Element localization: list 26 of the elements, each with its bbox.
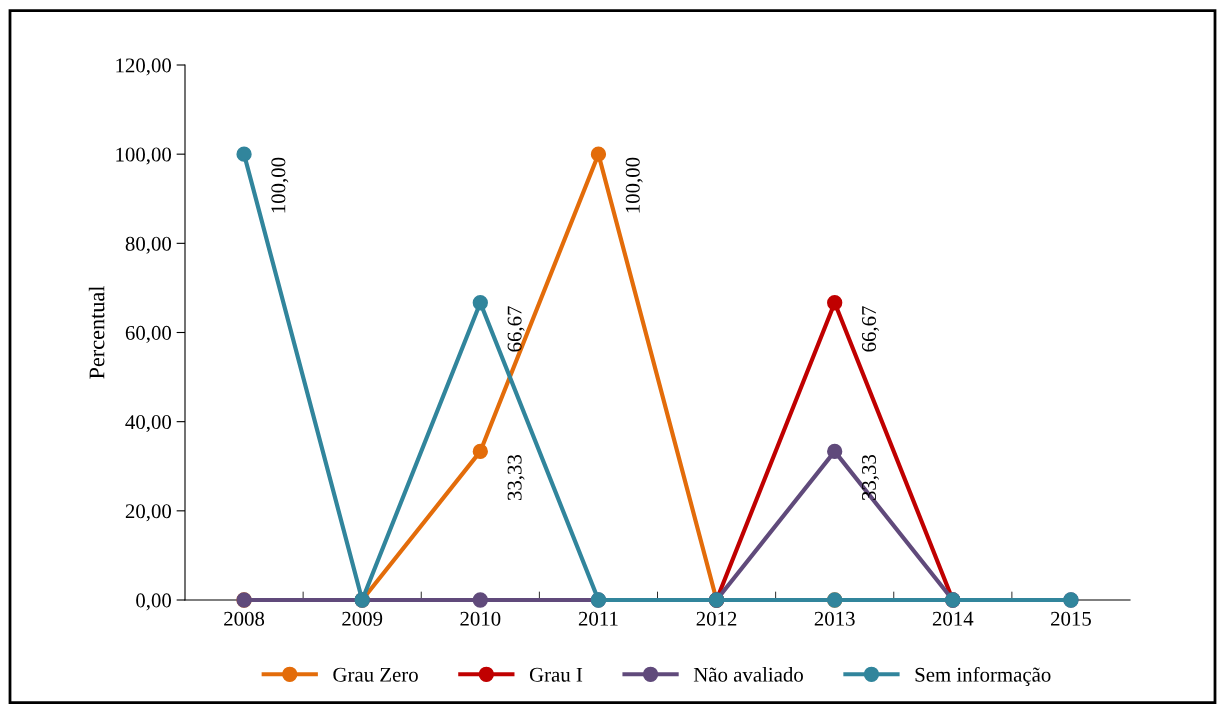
data-label: 66,67 [507,306,525,352]
legend-label: Grau I [529,667,583,682]
y-tick-label: 80,00 [125,236,172,254]
x-tick-label: 2011 [578,611,618,626]
data-label: 33,33 [862,455,880,501]
x-tick-label: 2008 [224,611,265,626]
data-label: 100,00 [271,157,289,213]
legend-label: Não avaliado [693,667,803,682]
y-tick-label: 120,00 [116,58,172,76]
x-tick-label: 2015 [1051,611,1091,626]
x-tick-label: 2012 [696,611,737,626]
data-label: 66,67 [862,306,880,352]
x-tick-label: 2014 [932,611,974,626]
x-tick-label: 2013 [814,611,855,626]
y-tick-label: 0,00 [136,593,172,611]
x-tick-label: 2009 [342,611,383,626]
data-label: 33,33 [507,455,525,501]
y-tick-label: 20,00 [125,504,172,522]
y-tick-label: 40,00 [125,415,172,433]
x-tick-label: 2010 [460,611,501,626]
data-label: 100,00 [625,157,643,213]
legend-label: Grau Zero [333,667,418,682]
legend-label: Sem informação [915,666,1051,686]
y-tick-label: 100,00 [116,147,172,165]
y-axis-title: Percentual [88,286,105,379]
y-tick-label: 60,00 [125,325,172,343]
